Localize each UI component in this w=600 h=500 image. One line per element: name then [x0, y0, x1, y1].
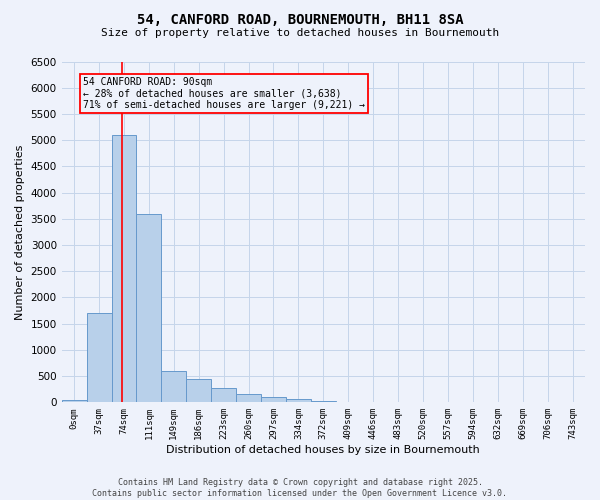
X-axis label: Distribution of detached houses by size in Bournemouth: Distribution of detached houses by size …	[166, 445, 480, 455]
Bar	[136, 214, 161, 402]
Bar	[261, 396, 286, 402]
Bar	[112, 135, 136, 402]
Bar	[161, 371, 186, 402]
Text: Size of property relative to detached houses in Bournemouth: Size of property relative to detached ho…	[101, 28, 499, 38]
Bar	[211, 388, 236, 402]
Bar	[286, 398, 311, 402]
Text: Contains HM Land Registry data © Crown copyright and database right 2025.
Contai: Contains HM Land Registry data © Crown c…	[92, 478, 508, 498]
Bar	[236, 394, 261, 402]
Bar	[62, 400, 86, 402]
Y-axis label: Number of detached properties: Number of detached properties	[15, 144, 25, 320]
Text: 54, CANFORD ROAD, BOURNEMOUTH, BH11 8SA: 54, CANFORD ROAD, BOURNEMOUTH, BH11 8SA	[137, 12, 463, 26]
Text: 54 CANFORD ROAD: 90sqm
← 28% of detached houses are smaller (3,638)
71% of semi-: 54 CANFORD ROAD: 90sqm ← 28% of detached…	[83, 77, 365, 110]
Bar	[86, 313, 112, 402]
Bar	[186, 378, 211, 402]
